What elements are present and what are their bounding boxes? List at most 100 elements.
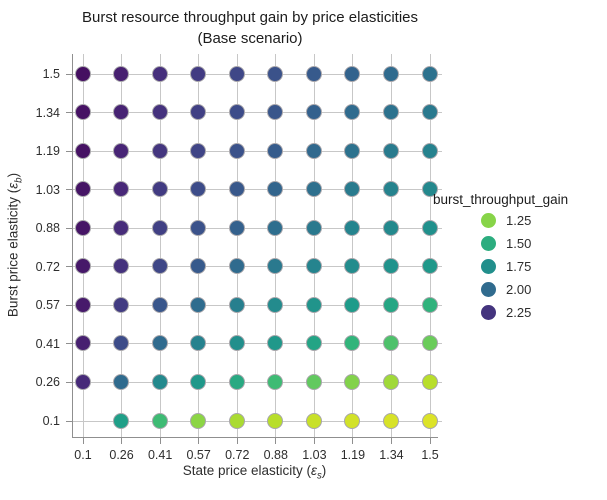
data-point [305,258,322,275]
data-point [113,219,130,236]
chart-title: Burst resource throughput gain by price … [81,9,418,26]
legend-swatch [481,236,496,251]
y-axis-subscript: b [13,177,25,183]
x-tick-label: 0.1 [74,448,92,462]
legend-item-label: 1.75 [506,259,532,274]
data-point [382,258,399,275]
data-point [267,412,284,429]
data-point [305,296,322,313]
data-point [267,258,284,275]
data-point [305,104,322,121]
data-point [151,335,168,352]
legend-swatch [481,282,496,297]
data-point [421,65,438,82]
legend-item-label: 2.25 [506,305,532,320]
data-point [267,373,284,390]
data-point [382,142,399,159]
data-point [190,181,207,198]
x-axis-tick [429,438,431,444]
x-tick-label: 0.26 [109,448,134,462]
data-point [190,373,207,390]
data-point [74,258,91,275]
data-point [267,65,284,82]
data-point [344,181,361,198]
y-axis-tick [66,343,72,345]
data-point [151,219,168,236]
x-axis-title-close: ) [321,463,327,478]
y-tick-label: 1.19 [35,144,60,159]
legend-item: 2.00 [433,278,605,301]
data-point [228,258,245,275]
gridline-horizontal [72,227,442,229]
gridline-vertical [390,54,392,437]
gridline-horizontal [72,343,442,345]
data-point [228,373,245,390]
data-point [344,104,361,121]
data-point [113,412,130,429]
legend-item: 1.75 [433,255,605,278]
data-point [74,104,91,121]
gridline-vertical [159,54,161,437]
data-point [421,258,438,275]
data-point [421,335,438,352]
y-tick-label: 1.5 [42,67,60,81]
data-point [113,65,130,82]
y-tick-label: 0.57 [35,298,60,313]
data-point [190,65,207,82]
gridline-vertical [198,54,200,437]
gridline-vertical [313,54,315,437]
data-point [382,104,399,121]
data-point [228,142,245,159]
legend-swatch [481,259,496,274]
data-point [190,104,207,121]
y-axis-tick [66,73,72,75]
data-point [151,104,168,121]
gridline-horizontal [72,73,442,75]
x-axis-tick [198,438,200,444]
data-point [113,181,130,198]
data-point [113,335,130,352]
data-point [228,65,245,82]
y-tick-label: 1.34 [35,105,60,120]
data-point [113,258,130,275]
y-tick-label: 0.26 [35,375,60,390]
data-point [421,142,438,159]
legend-item: 2.25 [433,301,605,324]
y-axis-title-text: Burst price elasticity ( [5,188,21,318]
data-point [267,335,284,352]
gridline-vertical [236,54,238,437]
y-axis-tick [66,304,72,306]
data-point [305,65,322,82]
plot-area: 0.1 0.26 0.41 0.57 0.72 0.88 1.03 1.19 1.34 1.5 1.… [36,54,442,462]
y-axis-tick [66,266,72,268]
y-axis-tick [66,227,72,229]
y-axis-title: Burst price elasticity (εb) [6,173,25,317]
y-axis-spine [72,54,73,438]
data-point [113,296,130,313]
y-axis-tick [66,112,72,114]
data-point [421,412,438,429]
gridline-vertical [275,54,277,437]
gridline-horizontal [72,189,442,191]
data-point [228,219,245,236]
y-axis-title-close: ) [5,172,21,178]
data-point [382,296,399,313]
data-point [267,181,284,198]
data-point [113,142,130,159]
data-point [382,65,399,82]
data-point [74,373,91,390]
data-point [74,335,91,352]
data-point [190,412,207,429]
legend-item-label: 1.25 [506,213,532,228]
x-tick-label: 0.88 [263,448,288,462]
data-point [151,373,168,390]
data-point [305,181,322,198]
data-point [382,373,399,390]
data-point [151,412,168,429]
legend-swatch [481,305,496,320]
gridline-vertical [352,54,354,437]
data-point [190,296,207,313]
gridline-horizontal [72,112,442,114]
y-axis-tick [66,189,72,191]
data-point [228,335,245,352]
